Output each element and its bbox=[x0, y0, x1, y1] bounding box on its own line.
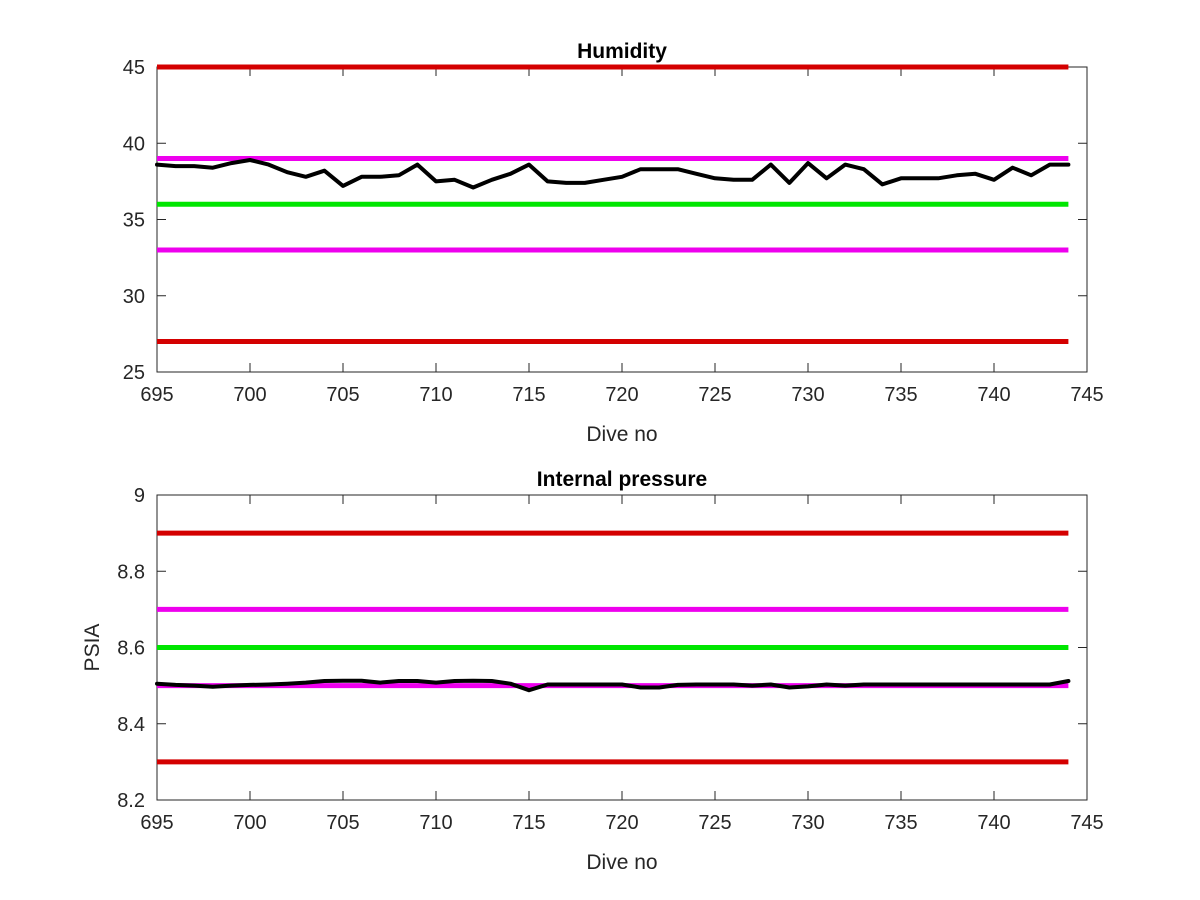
x-tick-label: 705 bbox=[326, 812, 359, 834]
x-tick-label: 705 bbox=[326, 384, 359, 406]
y-axis-label: PSIA bbox=[81, 624, 104, 672]
x-tick-label: 715 bbox=[512, 812, 545, 834]
x-tick-label: 745 bbox=[1070, 812, 1103, 834]
y-tick-label: 8.2 bbox=[117, 790, 145, 812]
series-line bbox=[155, 678, 1071, 693]
series-line bbox=[155, 158, 1071, 190]
x-tick-label: 745 bbox=[1070, 384, 1103, 406]
y-tick-label: 45 bbox=[123, 57, 145, 79]
y-tick-label: 25 bbox=[123, 362, 145, 384]
x-tick-label: 710 bbox=[419, 384, 452, 406]
chart-title: Internal pressure bbox=[537, 468, 707, 491]
x-tick-label: 735 bbox=[884, 812, 917, 834]
y-tick-label: 35 bbox=[123, 210, 145, 232]
x-tick-label: 735 bbox=[884, 384, 917, 406]
x-tick-label: 695 bbox=[140, 812, 173, 834]
x-axis-label: Dive no bbox=[586, 423, 657, 446]
x-tick-label: 740 bbox=[977, 384, 1010, 406]
chart-title: Humidity bbox=[577, 40, 667, 63]
y-tick-label: 8.6 bbox=[117, 638, 145, 660]
x-tick-label: 710 bbox=[419, 812, 452, 834]
y-tick-label: 8.4 bbox=[117, 714, 145, 736]
x-tick-label: 740 bbox=[977, 812, 1010, 834]
plot-area bbox=[156, 66, 1088, 373]
x-tick-label: 725 bbox=[698, 812, 731, 834]
x-tick-label: 725 bbox=[698, 384, 731, 406]
x-tick-label: 730 bbox=[791, 384, 824, 406]
subplot-2: 695 700 705 710 715 720 725 730 735 740 745 8.2 8.4 8… bbox=[81, 468, 1104, 874]
x-tick-label: 720 bbox=[605, 384, 638, 406]
x-tick-label: 700 bbox=[233, 384, 266, 406]
y-tick-label: 8.8 bbox=[117, 561, 145, 583]
y-tick-label: 9 bbox=[134, 485, 145, 507]
x-axis-label: Dive no bbox=[586, 851, 657, 874]
x-tick-label: 720 bbox=[605, 812, 638, 834]
x-tick-label: 730 bbox=[791, 812, 824, 834]
x-tick-label: 695 bbox=[140, 384, 173, 406]
y-tick-label: 40 bbox=[123, 133, 145, 155]
x-tick-label: 700 bbox=[233, 812, 266, 834]
subplot-1: 695 700 705 710 715 720 725 730 735 740 745 25 30 35 4… bbox=[123, 40, 1104, 446]
y-tick-label: 30 bbox=[123, 286, 145, 308]
x-tick-label: 715 bbox=[512, 384, 545, 406]
